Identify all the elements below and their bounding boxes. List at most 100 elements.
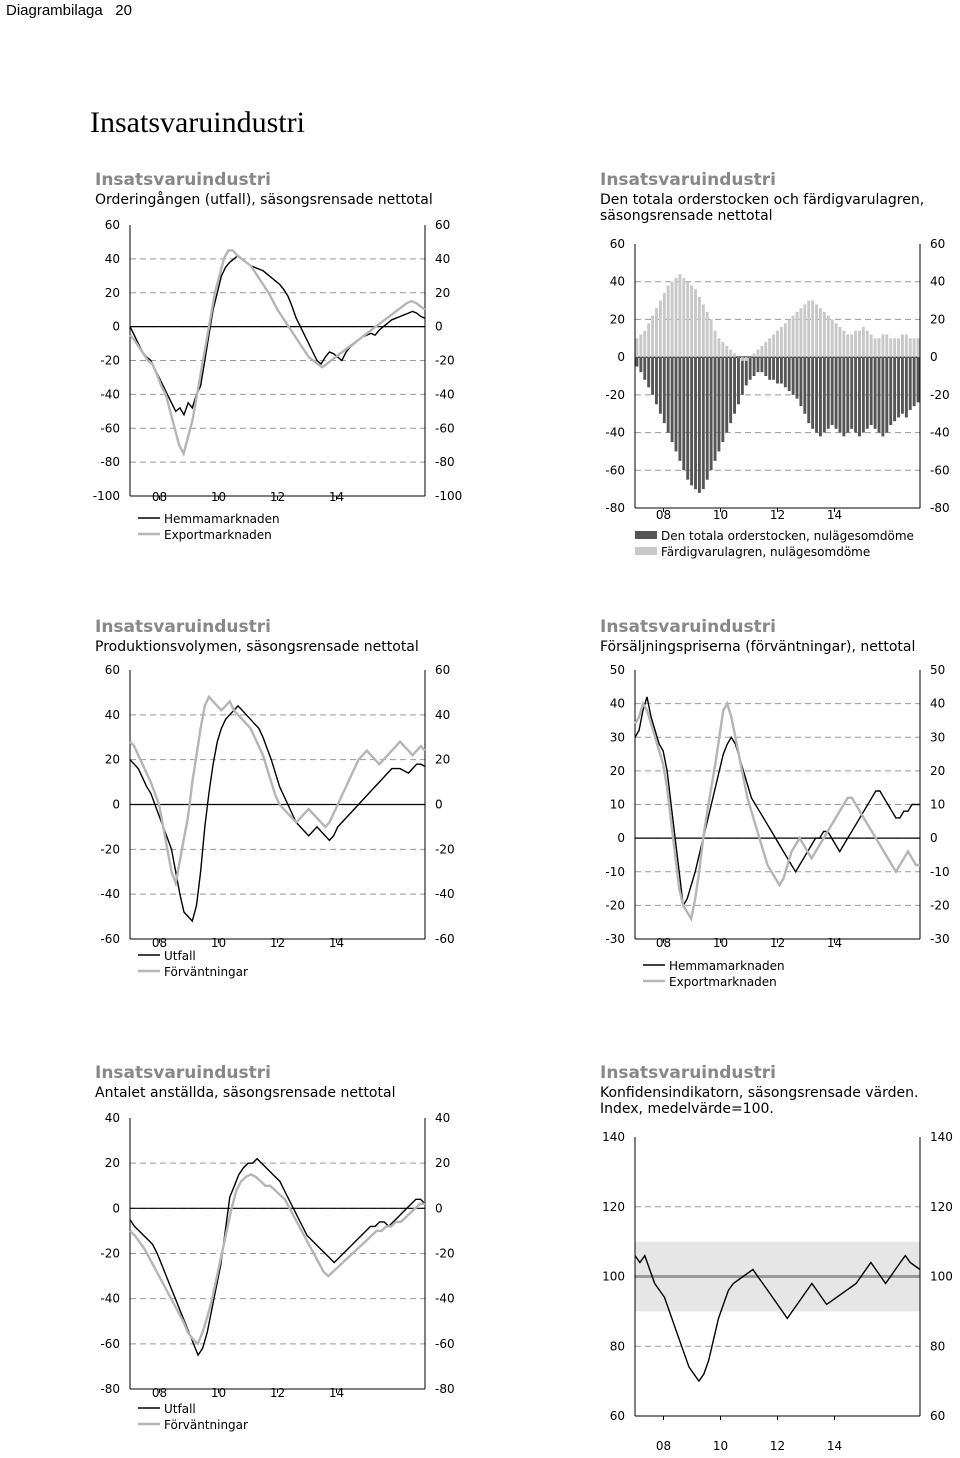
chart-title: Insatsvaruindustri (95, 1063, 271, 1083)
y-tick-label-left: -40 (100, 1292, 120, 1306)
bar (877, 357, 881, 433)
y-tick-label-right: 120 (930, 1200, 953, 1214)
y-tick-label-right: 60 (930, 237, 945, 251)
bar (717, 357, 721, 452)
y-tick-label-right: 140 (930, 1130, 953, 1144)
y-tick-label-right: 0 (930, 350, 938, 364)
y-tick-label-right: -60 (435, 421, 455, 435)
bar (701, 304, 705, 358)
y-tick-label-right: -20 (435, 842, 455, 856)
y-tick-label-left: -60 (100, 932, 120, 946)
bar (826, 357, 830, 429)
x-tick-label: 12 (270, 936, 285, 950)
bar (655, 357, 658, 405)
bar (713, 357, 717, 461)
y-tick-label-right: -40 (435, 887, 455, 901)
y-tick-label-right: -40 (435, 1292, 455, 1306)
y-tick-label-right: 60 (930, 1409, 945, 1423)
bar (799, 357, 803, 407)
bar (881, 357, 885, 437)
y-tick-label-left: 0 (617, 350, 625, 364)
bar (873, 357, 877, 429)
bar (639, 334, 643, 358)
chart-forsaljningspriserna: 50 50 40 40 30 30 20 20 10 10 0 0 -10 -10 -20 -20 -30 -30… (605, 663, 949, 989)
y-tick-label-left: 140 (602, 1130, 625, 1144)
x-tick-label: 14 (827, 1439, 842, 1453)
legend-label: Förväntningar (164, 1418, 248, 1432)
y-tick-label-left: 40 (105, 708, 120, 722)
bar (893, 357, 897, 422)
x-tick-label: 14 (827, 936, 842, 950)
bar (811, 300, 815, 358)
x-tick-label: 08 (152, 936, 167, 950)
x-tick-label: 12 (770, 508, 785, 522)
y-tick-label-left: -80 (100, 455, 120, 469)
x-tick-label: 08 (656, 936, 671, 950)
y-tick-label-left: 0 (112, 798, 120, 812)
bar (838, 326, 842, 358)
y-tick-label-right: 0 (435, 320, 443, 334)
bar (721, 357, 725, 442)
bar (889, 357, 893, 426)
bar (674, 357, 678, 452)
bar (822, 357, 826, 433)
bar (760, 357, 764, 373)
y-tick-label-left: 100 (602, 1270, 625, 1284)
bar (658, 357, 662, 414)
y-tick-label-right: 40 (930, 697, 945, 711)
y-tick-label-left: 50 (610, 663, 625, 677)
y-tick-label-left: -20 (605, 898, 625, 912)
x-tick-label: 14 (329, 1386, 344, 1400)
chart-subtitle: Antalet anställda, säsongsrensade nettot… (95, 1085, 396, 1101)
bar (834, 323, 838, 358)
y-tick-label-right: -100 (435, 489, 462, 503)
bar (713, 330, 717, 358)
y-tick-label-right: 80 (930, 1339, 945, 1353)
bar (818, 308, 822, 358)
bar (783, 323, 787, 358)
y-tick-label-right: -80 (930, 501, 950, 515)
x-tick-label: 08 (656, 1439, 671, 1453)
y-tick-label-left: 40 (610, 697, 625, 711)
bar (670, 281, 674, 358)
chart-antalet-anstallda: 40 40 20 20 0 0 -20 -20 -40 -40 -60 -60 -80 -80 08 10 12… (100, 1111, 455, 1432)
y-tick-label-left: -40 (100, 387, 120, 401)
y-tick-label-right: -60 (435, 932, 455, 946)
y-tick-label-right: -80 (435, 455, 455, 469)
y-tick-label-left: -80 (100, 1382, 120, 1396)
bar (662, 293, 666, 358)
chart-orderingangen: 60 60 40 40 20 20 0 0 -20 -20 -40 -40 -60 -60 -80 -80 -1… (93, 218, 462, 542)
bar (639, 357, 643, 373)
y-tick-label-right: 0 (930, 831, 938, 845)
bar (705, 311, 709, 358)
bar (830, 357, 834, 426)
bar (799, 308, 803, 358)
x-tick-label: 12 (770, 936, 785, 950)
bar (776, 357, 779, 384)
y-tick-label-left: 60 (105, 218, 120, 232)
legend-label: Hemmamarknaden (164, 512, 280, 526)
bar (760, 345, 764, 358)
chart-panel-orderingangen: Insatsvaruindustri Orderingången (utfall… (95, 170, 475, 560)
legend-swatch (635, 531, 657, 539)
bar (795, 311, 799, 358)
bar (904, 334, 908, 358)
bar (854, 357, 858, 433)
bar (865, 357, 869, 429)
legend-label: Exportmarknaden (164, 528, 272, 542)
chart-orderstocken: 60 60 40 40 20 20 0 0 -20 -20 -40 -40 -60 -60 -80 -80 08… (605, 237, 950, 559)
bar (776, 330, 779, 358)
bar (850, 357, 854, 429)
bar (877, 338, 881, 358)
y-tick-label-right: 20 (435, 1156, 450, 1170)
bar (861, 357, 865, 433)
y-tick-label-left: 20 (610, 312, 625, 326)
y-tick-label-right: 50 (930, 663, 945, 677)
series-line (129, 704, 426, 923)
bar (916, 338, 920, 358)
bar (830, 319, 834, 358)
y-tick-label-left: 80 (610, 1339, 625, 1353)
bar (893, 338, 897, 358)
y-tick-label-left: -80 (605, 501, 625, 515)
header-bar: Diagrambilaga 20 (0, 0, 960, 24)
